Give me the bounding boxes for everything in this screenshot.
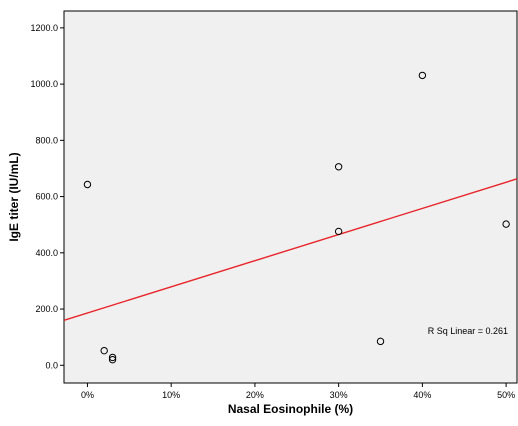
y-tick-label: 400.0	[35, 248, 58, 258]
y-tick-label: 0.0	[45, 360, 58, 370]
x-axis: 0% 10% 20% 30% 40% 50%	[81, 383, 515, 400]
x-axis-title: Nasal Eosinophile (%)	[228, 402, 353, 416]
data-point	[108, 353, 117, 362]
fit-line-layer	[63, 178, 518, 321]
plot-area	[63, 10, 518, 384]
y-tick-label: 800.0	[35, 135, 58, 145]
y-tick-label: 200.0	[35, 304, 58, 314]
data-point	[418, 71, 427, 80]
data-points	[83, 71, 510, 364]
y-axis-title: IgE titer (IU/mL)	[7, 152, 21, 241]
y-tick-label: 600.0	[35, 192, 58, 202]
r-squared-annotation: R Sq Linear = 0.261	[428, 326, 508, 336]
data-point	[108, 355, 117, 364]
x-tick-label: 10%	[162, 390, 180, 400]
x-tick-label: 50%	[497, 390, 515, 400]
data-point	[334, 227, 343, 236]
data-point	[100, 346, 108, 355]
y-tick-label: 1200.0	[30, 23, 58, 33]
data-point	[83, 180, 92, 189]
y-tick-label: 1000.0	[30, 79, 58, 89]
y-axis: 0.0 200.0 400.0 600.0 800.0 1000.0 1200.0	[30, 23, 64, 370]
data-point	[376, 337, 385, 346]
data-point	[502, 220, 510, 228]
fit-line	[63, 178, 518, 321]
data-point	[334, 163, 343, 171]
x-tick-label: 0%	[81, 390, 94, 400]
x-tick-label: 30%	[330, 390, 348, 400]
x-tick-label: 20%	[246, 390, 264, 400]
x-tick-label: 40%	[413, 390, 431, 400]
